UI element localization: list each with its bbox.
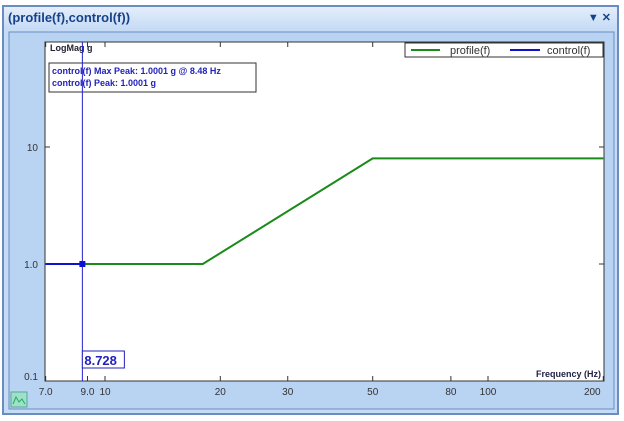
annotation-peak: control(f) Peak: 1.0001 g (52, 78, 156, 88)
y-tick-label: 10 (27, 143, 39, 154)
peak-annotation-box (48, 62, 257, 93)
y-axis-label: LogMag g (50, 43, 93, 53)
x-tick-label: 80 (445, 387, 457, 398)
x-tick-label: 100 (480, 387, 497, 398)
x-tick-label: 30 (282, 387, 294, 398)
cursor-readout (81, 350, 125, 369)
plot-area (44, 41, 605, 382)
cursor-value: 8.728 (84, 353, 117, 368)
window-title: (profile(f),control(f)) (8, 10, 131, 25)
x-axis-label: Frequency (Hz) (536, 369, 601, 379)
legend-label-control: control(f) (547, 45, 590, 57)
x-tick-label: 20 (215, 387, 227, 398)
cursor-marker[interactable] (79, 261, 86, 267)
x-tick-label: 50 (367, 387, 379, 398)
close-icon[interactable]: ✕ (601, 12, 611, 24)
x-tick-label: 200 (584, 387, 601, 398)
window-title-bar: (profile(f),control(f)) ▼ ✕ (4, 7, 617, 29)
legend (404, 42, 604, 58)
y-tick-label: 1.0 (24, 260, 38, 271)
chart-type-icon[interactable] (10, 391, 28, 408)
x-tick-label: 9.0 (81, 387, 95, 398)
dropdown-arrow-icon[interactable]: ▼ (587, 12, 599, 24)
annotation-max-peak: control(f) Max Peak: 1.0001 g @ 8.48 Hz (52, 66, 221, 76)
series-profilef (82, 157, 604, 265)
y-tick-label: 0.1 (24, 372, 38, 383)
legend-label-profile: profile(f) (450, 45, 490, 57)
chart-type-icon-glyph (12, 395, 26, 405)
x-tick-label: 10 (99, 387, 111, 398)
x-tick-label: 7.0 (39, 387, 53, 398)
